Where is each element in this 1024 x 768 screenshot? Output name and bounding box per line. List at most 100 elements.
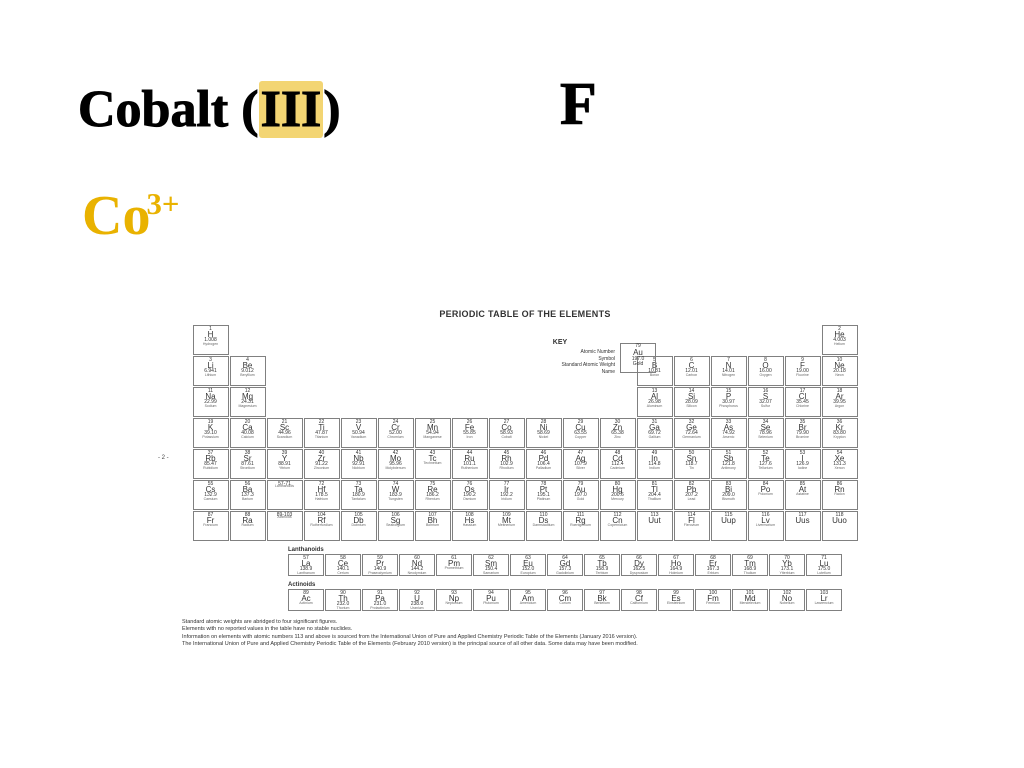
element-Lv: 116LvLivermorium <box>748 511 784 541</box>
element-57-71: 57-71Lanthanoids <box>267 480 303 510</box>
key-legend: KEY Atomic Number Symbol Standard Atomic… <box>505 338 615 375</box>
element-Rn: 86RnRadon <box>822 480 858 510</box>
element-Os: 76Os190.2Osmium <box>452 480 488 510</box>
element-89-103: 89-103Actinoids <box>267 511 303 541</box>
element-Zr: 40Zr91.22Zirconium <box>304 449 340 479</box>
lanthanoids-label: Lanthanoids <box>288 547 870 553</box>
element-Sc: 21Sc44.96Scandium <box>267 418 303 448</box>
element-Pu: 94PuPlutonium <box>473 589 509 611</box>
element-Er: 68Er167.3Erbium <box>695 554 731 576</box>
element-Ar: 18Ar39.95Argon <box>822 387 858 417</box>
element-Al: 13Al26.98Aluminum <box>637 387 673 417</box>
element-Uup: 115Uup <box>711 511 747 541</box>
element-Bh: 107BhBohrium <box>415 511 451 541</box>
element-Tb: 65Tb158.9Terbium <box>584 554 620 576</box>
element-Ga: 31Ga69.72Gallium <box>637 418 673 448</box>
element-Hs: 108HsHassium <box>452 511 488 541</box>
element-Bi: 83Bi209.0Bismuth <box>711 480 747 510</box>
element-Ra: 88RaRadium <box>230 511 266 541</box>
element-Fm: 100FmFermium <box>695 589 731 611</box>
element-Tl: 81Tl204.4Thallium <box>637 480 673 510</box>
element-Zn: 30Zn65.38Zinc <box>600 418 636 448</box>
page-marker: - 2 - <box>158 455 169 461</box>
element-Cm: 96CmCurium <box>547 589 583 611</box>
element-Li: 3Li6.941Lithium <box>193 356 229 386</box>
actinoids-row: 89AcActinium90Th232.0Thorium91Pa231.0Pro… <box>288 589 870 611</box>
element-Lr: 103LrLawrencium <box>806 589 842 611</box>
element-Mg: 12Mg24.31Magnesium <box>230 387 266 417</box>
element-S: 16S32.07Sulfur <box>748 387 784 417</box>
element-Cr: 24Cr52.00Chromium <box>378 418 414 448</box>
element-Ds: 110DsDarmstadtium <box>526 511 562 541</box>
element-Co: 27Co58.93Cobalt <box>489 418 525 448</box>
element-Ag: 47Ag107.9Silver <box>563 449 599 479</box>
word-cobalt: Cobalt <box>78 81 228 138</box>
element-Sm: 62Sm150.4Samarium <box>473 554 509 576</box>
element-Md: 101MdMendelevium <box>732 589 768 611</box>
element-Si: 14Si28.09Silicon <box>674 387 710 417</box>
element-Es: 99EsEinsteinium <box>658 589 694 611</box>
element-Po: 84PoPolonium <box>748 480 784 510</box>
element-Lu: 71Lu175.0Lutetium <box>806 554 842 576</box>
element-F: 9F19.00Fluorine <box>785 356 821 386</box>
element-Br: 35Br79.90Bromine <box>785 418 821 448</box>
element-Au: 79Au197.0Gold <box>563 480 599 510</box>
element-Bk: 97BkBerkelium <box>584 589 620 611</box>
handwriting-F: F <box>560 70 597 139</box>
element-Mt: 109MtMeitnerium <box>489 511 525 541</box>
element-Nb: 41Nb92.91Niobium <box>341 449 377 479</box>
element-Mo: 42Mo95.96Molybdenum <box>378 449 414 479</box>
element-Hf: 72Hf178.5Hafnium <box>304 480 340 510</box>
element-Cl: 17Cl35.45Chlorine <box>785 387 821 417</box>
element-Rh: 45Rh102.9Rhodium <box>489 449 525 479</box>
element-K: 19K39.10Potassium <box>193 418 229 448</box>
lanthanoids-row: 57La138.9Lanthanum58Ce140.1Cerium59Pr140… <box>288 554 870 576</box>
element-Na: 11Na22.99Sodium <box>193 387 229 417</box>
element-Ho: 67Ho164.9Holmium <box>658 554 694 576</box>
element-Fl: 114FlFlerovium <box>674 511 710 541</box>
element-As: 33As74.92Arsenic <box>711 418 747 448</box>
element-Re: 75Re186.2Rhenium <box>415 480 451 510</box>
ion-symbol: Co <box>82 185 150 247</box>
element-W: 74W183.9Tungsten <box>378 480 414 510</box>
element-Am: 95AmAmericium <box>510 589 546 611</box>
element-Rf: 104RfRutherfordium <box>304 511 340 541</box>
element-Cs: 55Cs132.9Caesium <box>193 480 229 510</box>
element-I: 53I126.9Iodine <box>785 449 821 479</box>
element-Dy: 66Dy162.5Dysprosium <box>621 554 657 576</box>
element-Uus: 117Uus <box>785 511 821 541</box>
element-Ir: 77Ir192.2Iridium <box>489 480 525 510</box>
element-Rg: 111RgRoentgenium <box>563 511 599 541</box>
element-Fe: 26Fe55.85Iron <box>452 418 488 448</box>
element-Cf: 98CfCalifornium <box>621 589 657 611</box>
element-Sn: 50Sn118.7Tin <box>674 449 710 479</box>
element-Np: 93NpNeptunium <box>436 589 472 611</box>
roman-highlight: III <box>259 81 324 138</box>
element-Tm: 69Tm168.9Thulium <box>732 554 768 576</box>
element-C: 6C12.01Carbon <box>674 356 710 386</box>
element-Uut: 113Uut <box>637 511 673 541</box>
element-Sg: 106SgSeaborgium <box>378 511 414 541</box>
handwriting-cobalt: Cobalt (III) <box>78 80 341 139</box>
element-Ge: 32Ge72.64Germanium <box>674 418 710 448</box>
element-Mn: 25Mn54.94Manganese <box>415 418 451 448</box>
element-Rb: 37Rb85.47Rubidium <box>193 449 229 479</box>
element-Cn: 112CnCopernicium <box>600 511 636 541</box>
element-Te: 52Te127.6Tellurium <box>748 449 784 479</box>
footnotes: Standard atomic weights are abridged to … <box>180 619 870 649</box>
element-Pt: 78Pt195.1Platinum <box>526 480 562 510</box>
element-Cu: 29Cu63.55Copper <box>563 418 599 448</box>
element-Cd: 48Cd112.4Cadmium <box>600 449 636 479</box>
actinoids-label: Actinoids <box>288 582 870 588</box>
element-La: 57La138.9Lanthanum <box>288 554 324 576</box>
element-H: 1H1.008Hydrogen <box>193 325 229 355</box>
element-Ac: 89AcActinium <box>288 589 324 611</box>
element-Yb: 70Yb173.1Ytterbium <box>769 554 805 576</box>
element-P: 15P30.97Phosphorus <box>711 387 747 417</box>
element-Nd: 60Nd144.2Neodymium <box>399 554 435 576</box>
element-Ca: 20Ca40.08Calcium <box>230 418 266 448</box>
element-Th: 90Th232.0Thorium <box>325 589 361 611</box>
element-Gd: 64Gd157.3Gadolinium <box>547 554 583 576</box>
element-Tc: 43TcTechnetium <box>415 449 451 479</box>
key-example-cell: 79 Au 197.0 Gold <box>620 343 656 373</box>
